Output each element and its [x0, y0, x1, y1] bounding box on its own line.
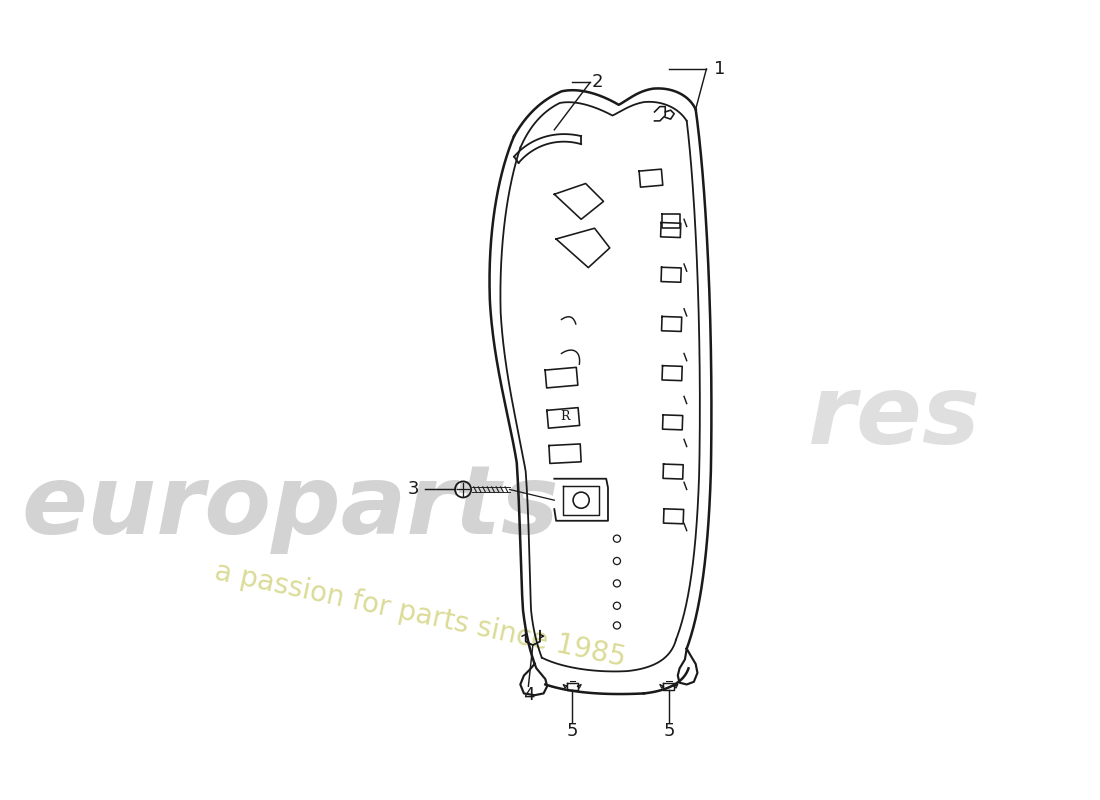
- Text: res: res: [808, 371, 980, 464]
- Text: 3: 3: [408, 481, 419, 498]
- Text: 4: 4: [522, 686, 535, 704]
- Text: 2: 2: [592, 74, 604, 91]
- Text: 1: 1: [714, 60, 725, 78]
- Text: a passion for parts since 1985: a passion for parts since 1985: [212, 558, 628, 672]
- Text: europarts: europarts: [22, 461, 559, 554]
- Text: 5: 5: [663, 722, 674, 740]
- Text: 5: 5: [566, 722, 578, 740]
- Text: R: R: [560, 410, 570, 422]
